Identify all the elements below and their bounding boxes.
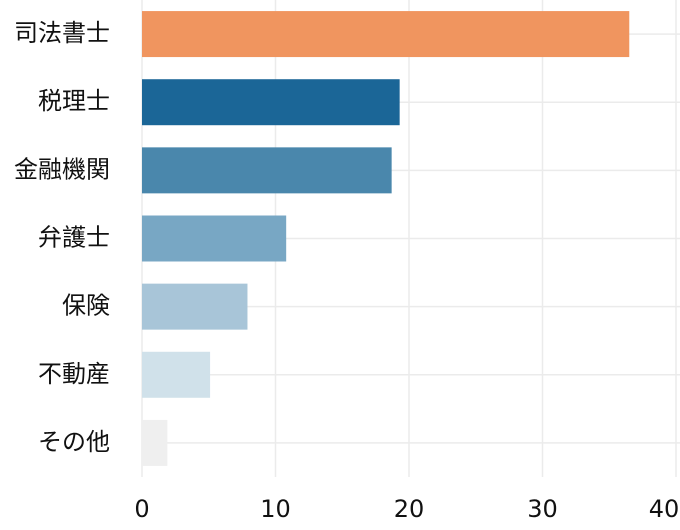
x-tick-label: 0 bbox=[134, 495, 149, 523]
x-tick-label: 10 bbox=[260, 495, 291, 523]
bar bbox=[142, 419, 168, 466]
y-tick-label: 弁護士 bbox=[38, 224, 110, 252]
bar bbox=[142, 11, 630, 58]
x-tick-label: 20 bbox=[394, 495, 425, 523]
bar bbox=[142, 215, 287, 262]
y-tick-label: 司法書士 bbox=[14, 19, 110, 47]
x-tick-label: 30 bbox=[527, 495, 558, 523]
x-tick-label: 40 bbox=[649, 495, 680, 523]
y-tick-label: 保険 bbox=[62, 292, 110, 320]
bar bbox=[142, 79, 400, 126]
y-tick-label: 税理士 bbox=[38, 87, 110, 115]
y-tick-label: 金融機関 bbox=[14, 155, 110, 183]
y-tick-label: 不動産 bbox=[38, 360, 110, 388]
bar bbox=[142, 147, 392, 194]
y-tick-label: その他 bbox=[38, 428, 110, 456]
bar bbox=[142, 351, 211, 398]
bar bbox=[142, 283, 248, 330]
